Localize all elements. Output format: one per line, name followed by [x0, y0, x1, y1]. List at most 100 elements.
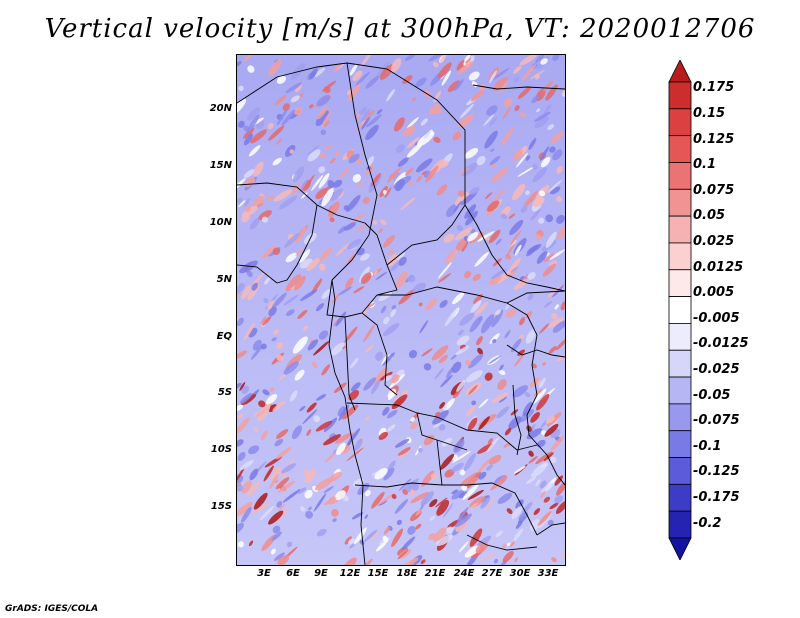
field-patch — [554, 475, 564, 486]
field-patch — [249, 218, 260, 230]
colorbar-label: 0.025 — [693, 234, 735, 249]
field-patch — [254, 411, 259, 417]
field-patch — [542, 362, 546, 366]
field-patch — [481, 552, 497, 562]
field-patch — [361, 116, 371, 130]
field-patch — [371, 491, 385, 509]
field-patch — [500, 213, 508, 220]
field-patch — [397, 252, 406, 260]
lon-label-21e: 21E — [424, 568, 446, 579]
field-patch — [540, 419, 548, 428]
colorbar-label: -0.2 — [693, 516, 722, 531]
lat-label-5n: 5N — [216, 274, 232, 285]
field-patch — [555, 500, 565, 514]
field-patch — [338, 225, 347, 234]
field-patch — [486, 437, 499, 453]
field-patch — [543, 301, 553, 308]
field-patch — [395, 271, 408, 288]
field-patch — [406, 142, 423, 158]
field-patch — [387, 460, 396, 472]
field-patch — [479, 83, 487, 92]
lon-label-12e: 12E — [339, 568, 361, 579]
field-patch — [289, 149, 295, 154]
field-patch — [346, 428, 361, 446]
field-patch — [452, 451, 471, 463]
field-patch — [330, 342, 345, 356]
field-patch — [415, 523, 422, 530]
field-patch — [400, 197, 416, 211]
field-patch — [243, 133, 253, 146]
field-patch — [446, 526, 454, 534]
field-patch — [398, 478, 412, 491]
field-patch — [362, 197, 370, 204]
field-patch — [283, 294, 299, 306]
field-patch — [253, 195, 265, 208]
field-patch — [562, 552, 565, 557]
field-patch — [491, 309, 504, 328]
field-patch — [532, 167, 548, 183]
field-patch — [540, 156, 551, 168]
field-patch — [286, 541, 293, 548]
colorbar-label: 0.1 — [693, 157, 717, 172]
field-patch — [324, 451, 337, 463]
field-patch — [495, 238, 502, 245]
field-patch — [375, 351, 384, 361]
field-patch — [503, 98, 513, 108]
field-patch — [243, 322, 256, 341]
field-patch — [396, 519, 403, 526]
field-patch — [237, 120, 245, 128]
colorbar-label: 0.05 — [693, 208, 726, 223]
field-patch — [445, 249, 457, 265]
field-patch — [238, 200, 246, 208]
field-patch — [538, 217, 545, 224]
colorbar-label: 0.175 — [693, 80, 735, 95]
field-patch — [274, 94, 287, 106]
field-patch — [444, 308, 458, 327]
field-patch — [432, 410, 449, 425]
field-patch — [237, 541, 244, 548]
border-egypt — [472, 84, 565, 90]
colorbar-label: -0.1 — [693, 439, 722, 454]
field-patch — [260, 430, 268, 441]
field-patch — [360, 55, 373, 68]
field-patch — [523, 190, 539, 208]
field-patch — [268, 125, 285, 141]
field-patch — [315, 110, 329, 127]
field-patch — [267, 195, 275, 202]
field-patch — [531, 95, 539, 104]
field-patch — [437, 261, 452, 279]
field-patch — [462, 484, 479, 500]
field-patch — [499, 80, 508, 94]
colorbar-label: -0.175 — [693, 490, 740, 505]
field-patch — [370, 379, 381, 395]
field-patch — [528, 137, 537, 150]
field-patch — [486, 464, 493, 471]
field-patch — [306, 257, 320, 271]
field-patch — [477, 231, 495, 242]
field-patch — [480, 496, 491, 509]
field-patch — [297, 487, 307, 495]
field-patch — [489, 155, 501, 166]
field-patch — [381, 354, 389, 365]
field-patch — [498, 396, 507, 403]
field-patch — [237, 282, 243, 292]
field-patch — [476, 155, 486, 166]
field-patch — [510, 266, 519, 273]
field-patch — [439, 401, 446, 409]
field-patch — [551, 557, 557, 563]
field-patch — [480, 314, 495, 334]
field-patch — [365, 344, 374, 353]
field-patch — [378, 228, 383, 233]
field-patch — [237, 439, 244, 447]
field-patch — [348, 538, 355, 545]
field-patch — [478, 416, 490, 431]
field-patch — [306, 402, 317, 413]
field-patch — [260, 316, 267, 325]
field-patch — [456, 379, 466, 393]
field-patch — [247, 107, 261, 121]
field-patch — [301, 180, 311, 191]
lon-label-3e: 3E — [257, 568, 271, 579]
field-patch — [543, 452, 554, 462]
field-patch — [378, 500, 387, 506]
field-patch — [512, 385, 528, 398]
